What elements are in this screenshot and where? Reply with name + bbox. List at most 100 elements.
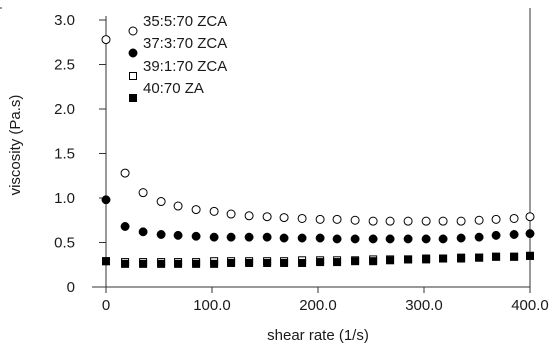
data-point bbox=[510, 252, 519, 261]
data-point bbox=[438, 234, 448, 244]
legend-marker bbox=[128, 48, 138, 58]
data-point bbox=[421, 216, 431, 226]
data-point bbox=[351, 257, 360, 266]
data-point bbox=[403, 234, 413, 244]
legend-label: 40:70 ZA bbox=[143, 80, 204, 97]
data-point bbox=[456, 233, 466, 243]
data-point bbox=[368, 216, 378, 226]
data-point bbox=[280, 258, 289, 267]
data-point bbox=[191, 205, 201, 215]
data-point bbox=[298, 258, 307, 267]
data-point bbox=[209, 206, 219, 216]
x-tick-label: 0 bbox=[102, 297, 110, 314]
data-point bbox=[120, 222, 130, 231]
data-point bbox=[404, 255, 413, 264]
x-tick-label: 400.0 bbox=[511, 297, 549, 314]
data-point bbox=[350, 234, 360, 244]
data-point bbox=[332, 234, 342, 244]
data-point bbox=[173, 201, 183, 211]
data-point bbox=[102, 257, 110, 266]
legend-label: 35:5:70 ZCA bbox=[143, 13, 227, 30]
data-point bbox=[279, 213, 289, 223]
legend-marker bbox=[129, 72, 137, 80]
data-point bbox=[439, 254, 448, 263]
data-point bbox=[101, 195, 111, 205]
data-point bbox=[138, 188, 148, 198]
data-point bbox=[174, 259, 183, 268]
data-point bbox=[244, 211, 254, 221]
data-points bbox=[101, 35, 535, 268]
data-point bbox=[156, 197, 166, 207]
series-4 bbox=[102, 251, 534, 268]
data-point bbox=[332, 214, 342, 224]
data-point bbox=[368, 234, 378, 244]
data-point bbox=[457, 254, 466, 263]
data-point bbox=[403, 216, 413, 226]
data-point bbox=[173, 230, 183, 240]
data-point bbox=[101, 35, 111, 45]
legend: 35:5:70 ZCA 37:3:70 ZCA 39:1:70 ZCA 40:70 Z… bbox=[128, 13, 227, 102]
data-point bbox=[139, 259, 148, 268]
legend-label: 39:1:70 ZCA bbox=[143, 58, 227, 75]
data-point bbox=[474, 215, 484, 225]
data-point bbox=[315, 214, 325, 224]
x-axis-title: shear rate (1/s) bbox=[267, 327, 369, 344]
series-1 bbox=[101, 35, 535, 226]
y-axis-title: viscosity (Pa.s) bbox=[7, 95, 24, 196]
data-point bbox=[262, 232, 272, 242]
data-point bbox=[263, 258, 272, 267]
data-point bbox=[386, 256, 395, 265]
x-axis-ticks: 0 100.0 200.0 300.0 400.0 bbox=[102, 287, 549, 314]
data-point bbox=[475, 253, 484, 262]
x-tick-label: 100.0 bbox=[193, 297, 231, 314]
data-point bbox=[120, 168, 130, 178]
plot-area bbox=[0, 7, 531, 293]
data-point bbox=[279, 233, 289, 243]
data-point bbox=[525, 212, 535, 222]
legend-label: 37:3:70 ZCA bbox=[143, 35, 227, 52]
legend-marker bbox=[129, 94, 137, 102]
data-point bbox=[157, 259, 166, 268]
data-point bbox=[492, 252, 501, 261]
data-point bbox=[297, 233, 307, 243]
y-tick-label: 0.5 bbox=[54, 235, 75, 252]
data-point bbox=[474, 232, 484, 242]
data-point bbox=[525, 229, 535, 239]
data-point bbox=[385, 216, 395, 226]
x-tick-label: 200.0 bbox=[299, 297, 337, 314]
data-point bbox=[262, 212, 272, 222]
data-point bbox=[210, 259, 219, 268]
legend-marker bbox=[128, 26, 138, 36]
data-point bbox=[350, 215, 360, 225]
data-point bbox=[385, 234, 395, 244]
data-point bbox=[226, 232, 236, 242]
data-point bbox=[369, 257, 378, 266]
data-point bbox=[491, 214, 501, 224]
data-point bbox=[422, 255, 431, 264]
data-point bbox=[138, 227, 148, 237]
data-point bbox=[121, 259, 130, 268]
x-tick-label: 300.0 bbox=[405, 297, 443, 314]
data-point bbox=[526, 251, 534, 260]
data-point bbox=[491, 230, 501, 240]
y-tick-label: 3.0 bbox=[54, 12, 75, 29]
data-point bbox=[192, 259, 201, 268]
data-point bbox=[245, 258, 254, 267]
data-point bbox=[227, 258, 236, 267]
data-point bbox=[438, 216, 448, 226]
legend-entry: 40:70 ZA bbox=[129, 80, 204, 102]
legend-entry: 37:3:70 ZCA bbox=[128, 35, 227, 58]
legend-entry: 35:5:70 ZCA bbox=[128, 13, 227, 36]
data-point bbox=[456, 216, 466, 226]
data-point bbox=[156, 230, 166, 239]
series-2 bbox=[101, 195, 535, 244]
data-point bbox=[226, 209, 236, 219]
data-point bbox=[244, 232, 254, 242]
data-point bbox=[297, 213, 307, 223]
data-point bbox=[333, 258, 342, 267]
data-point bbox=[316, 258, 325, 267]
data-point bbox=[509, 230, 519, 239]
y-tick-label: 1.5 bbox=[54, 146, 75, 163]
y-tick-label: 0 bbox=[67, 279, 75, 296]
